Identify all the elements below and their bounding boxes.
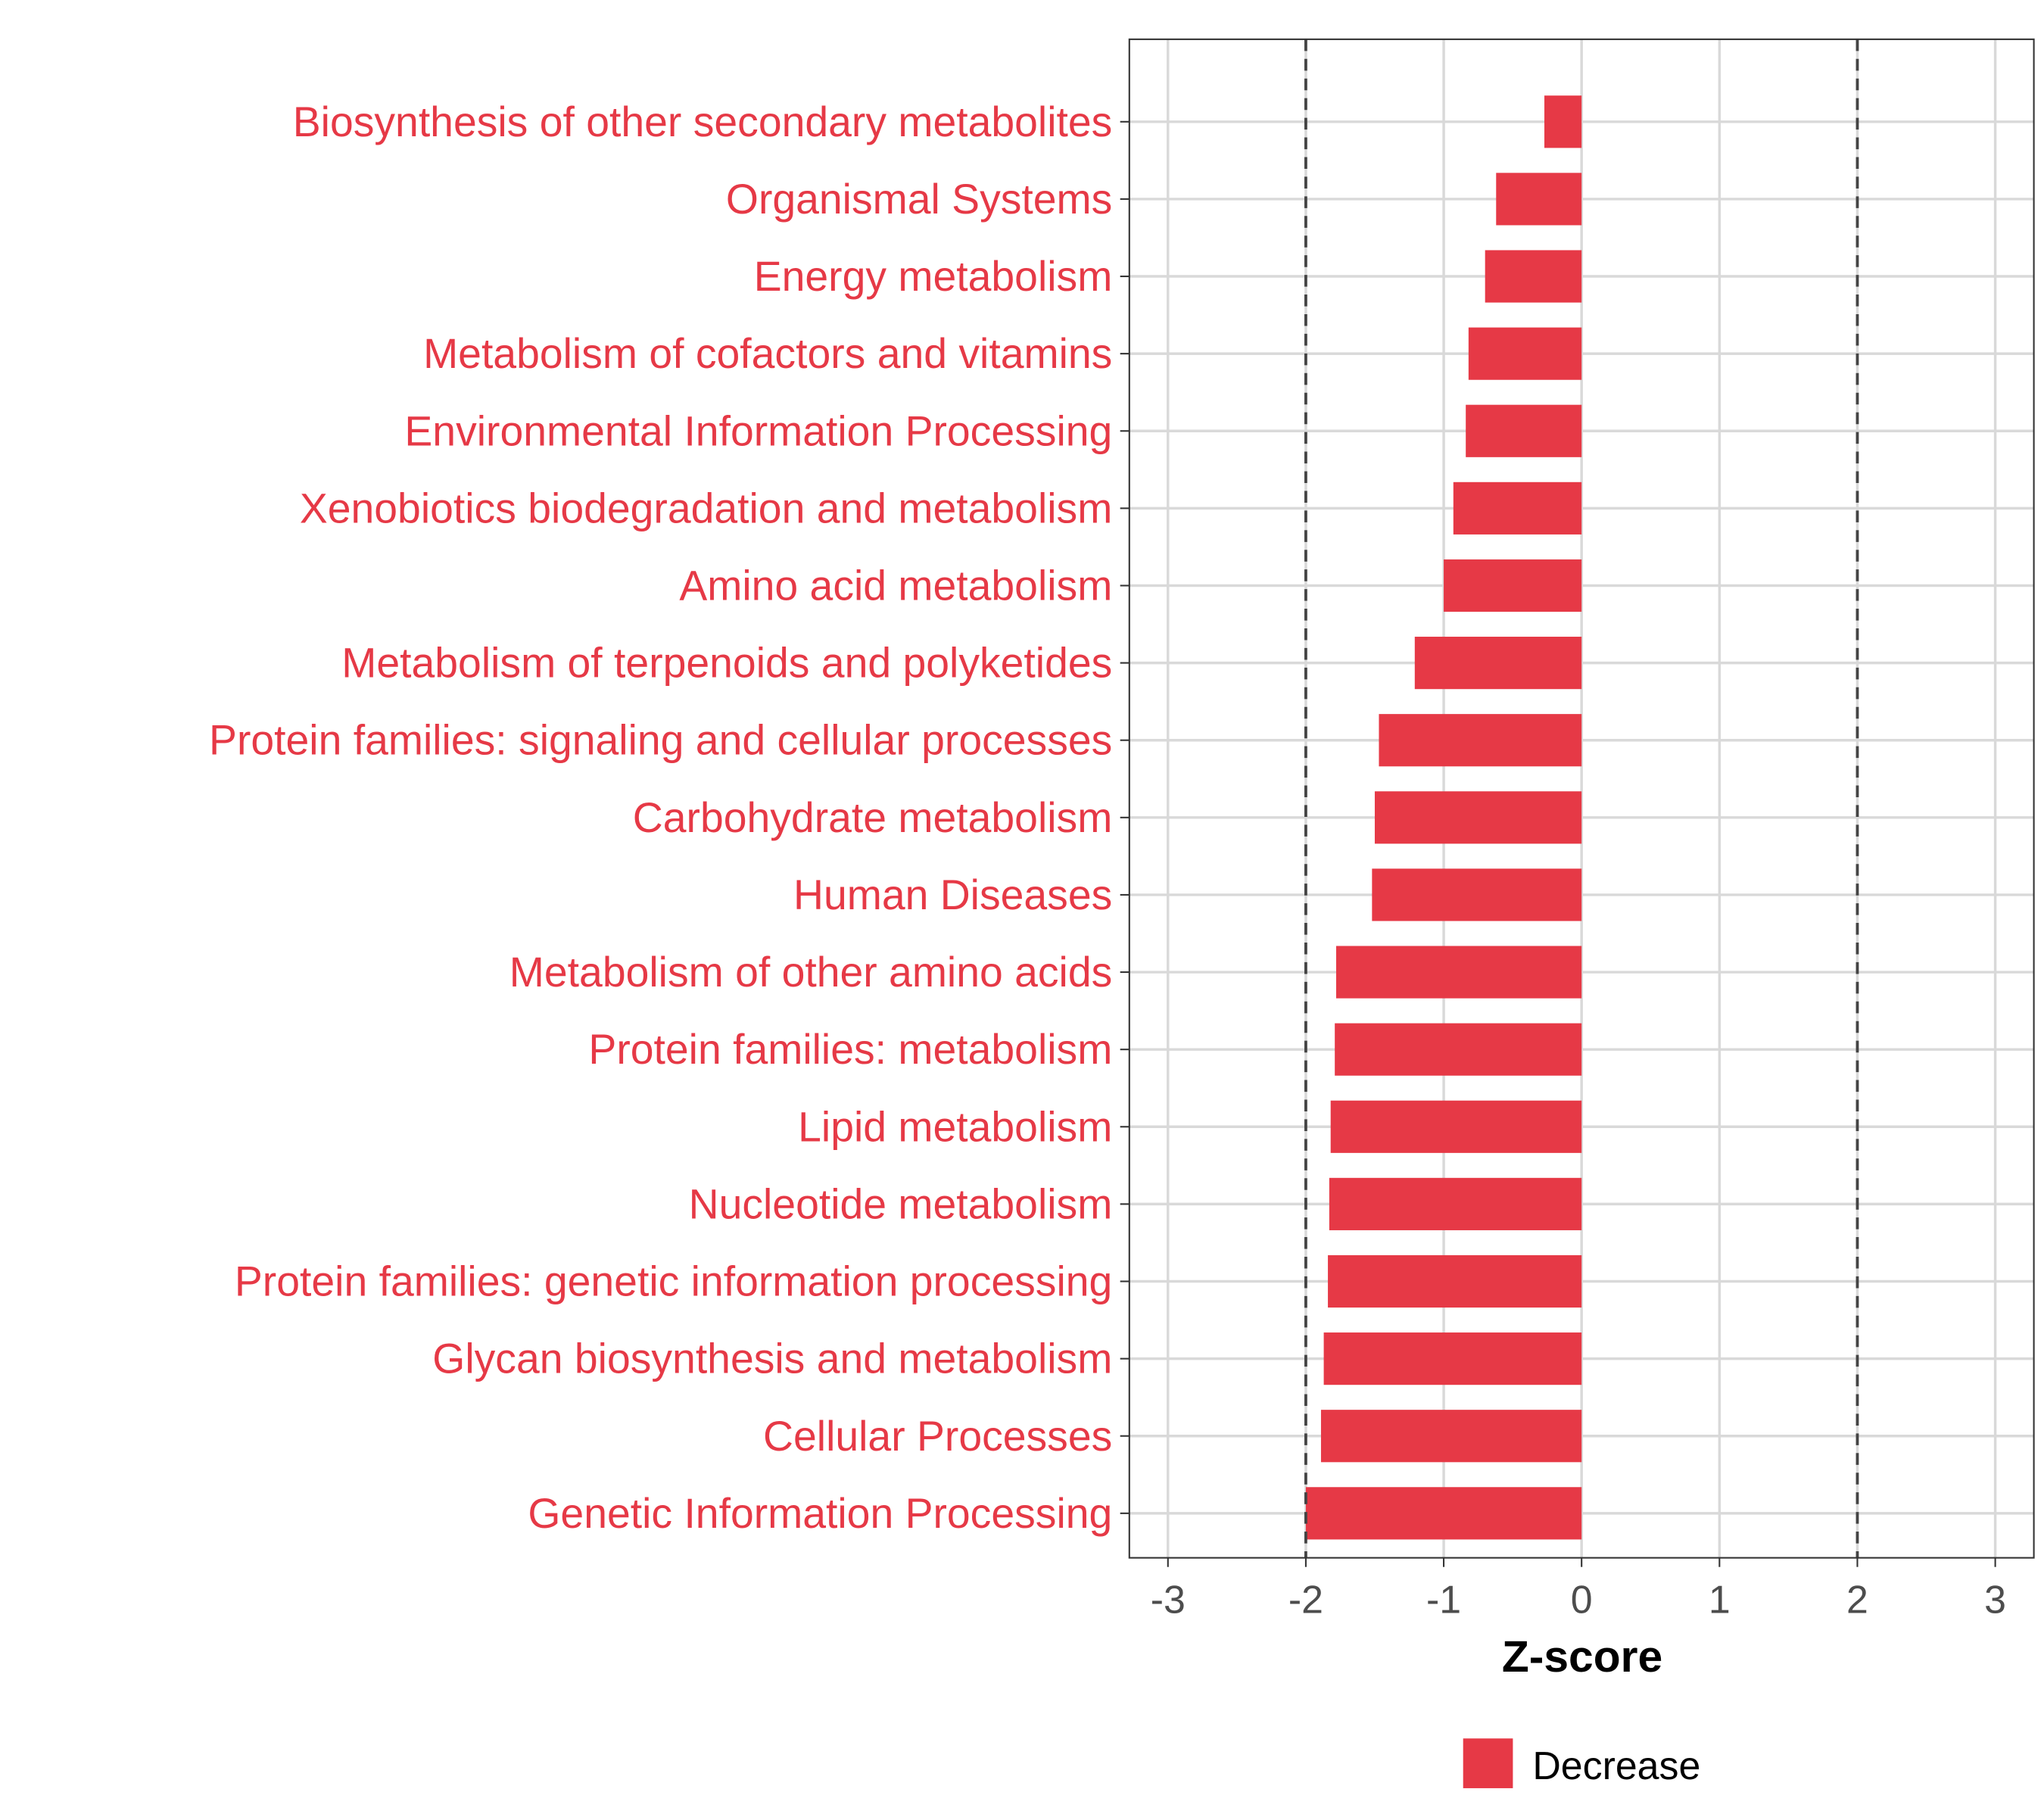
x-tick-label: 0	[1571, 1577, 1593, 1621]
bar	[1323, 1332, 1582, 1385]
category-label: Amino acid metabolism	[679, 563, 1112, 609]
category-label: Environmental Information Processing	[404, 407, 1112, 454]
x-tick-label: -3	[1151, 1577, 1186, 1621]
category-label: Carbohydrate metabolism	[633, 794, 1112, 841]
bar	[1320, 1410, 1582, 1463]
category-label: Lipid metabolism	[798, 1103, 1112, 1150]
bar	[1335, 1023, 1582, 1076]
x-tick-label: -2	[1288, 1577, 1323, 1621]
category-label: Energy metabolism	[754, 253, 1113, 300]
bar	[1305, 1487, 1582, 1540]
bar	[1379, 714, 1582, 767]
x-tick-label: 3	[1984, 1577, 2006, 1621]
bar	[1328, 1254, 1582, 1308]
category-label: Human Diseases	[793, 871, 1112, 918]
bar	[1374, 791, 1582, 844]
bar	[1330, 1100, 1582, 1153]
bar	[1496, 173, 1582, 226]
bar	[1466, 404, 1582, 457]
category-label: Protein families: signaling and cellular…	[209, 717, 1112, 764]
legend: Decrease	[1463, 1738, 1700, 1788]
category-label: Metabolism of other amino acids	[509, 949, 1112, 996]
x-tick-label: 1	[1709, 1577, 1731, 1621]
bar	[1485, 250, 1582, 303]
category-label: Xenobiotics biodegradation and metabolis…	[300, 485, 1112, 531]
category-labels: Biosynthesis of other secondary metaboli…	[209, 98, 1129, 1537]
x-tick-label: -1	[1426, 1577, 1461, 1621]
x-axis-ticks: -3 -2 -1 0 1 2 3	[1151, 1557, 2006, 1621]
category-label: Biosynthesis of other secondary metaboli…	[293, 98, 1113, 145]
legend-swatch-decrease	[1463, 1738, 1513, 1788]
category-label: Metabolism of cofactors and vitamins	[423, 330, 1112, 377]
reference-lines	[1304, 39, 1859, 1558]
x-tick-label: 2	[1846, 1577, 1868, 1621]
category-label: Organismal Systems	[726, 176, 1112, 223]
category-label: Genetic Information Processing	[528, 1490, 1112, 1537]
legend-label-decrease: Decrease	[1532, 1744, 1700, 1787]
category-label: Nucleotide metabolism	[689, 1180, 1113, 1227]
category-label: Glycan biosynthesis and metabolism	[432, 1335, 1112, 1382]
bar	[1329, 1177, 1582, 1230]
x-axis-title: Z-score	[1502, 1632, 1662, 1681]
category-label: Protein families: genetic information pr…	[235, 1258, 1112, 1305]
bar	[1414, 637, 1582, 690]
bar	[1335, 946, 1582, 999]
category-label: Cellular Processes	[763, 1413, 1112, 1460]
bar	[1444, 559, 1582, 612]
bar	[1468, 327, 1582, 380]
category-label: Protein families: metabolism	[588, 1026, 1112, 1073]
bar	[1372, 868, 1582, 921]
bars	[1305, 95, 1582, 1540]
category-label: Metabolism of terpenoids and polyketides	[341, 640, 1112, 687]
bar	[1544, 95, 1582, 148]
bar	[1453, 482, 1582, 535]
